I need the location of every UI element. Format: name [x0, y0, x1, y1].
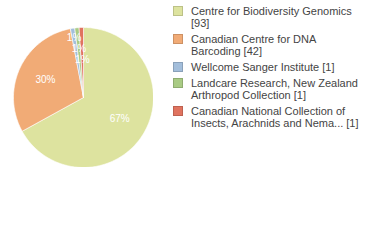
html-text:Landcare Research, New Zealand: Landcare Research, New Zealand Arthropod… — [191, 77, 358, 101]
svg-text:30%: 30% — [35, 74, 55, 85]
svg-text:1%: 1% — [75, 54, 90, 65]
html-text:Wellcome Sanger Institute [1]: Wellcome Sanger Institute [1] — [191, 61, 335, 73]
svg-text:1%: 1% — [72, 43, 87, 54]
html-text:Centre for Biodiversity Genomi: Centre for Biodiversity Genomics [93] — [191, 5, 352, 29]
html-text:Canadian Centre for DNA Barcod: Canadian Centre for DNA Barcoding [42] — [191, 33, 316, 57]
svg-text:67%: 67% — [110, 113, 130, 124]
svg-text:1%: 1% — [67, 32, 82, 43]
html-text:Canadian National Collection o: Canadian National Collection of Insects,… — [191, 105, 359, 129]
